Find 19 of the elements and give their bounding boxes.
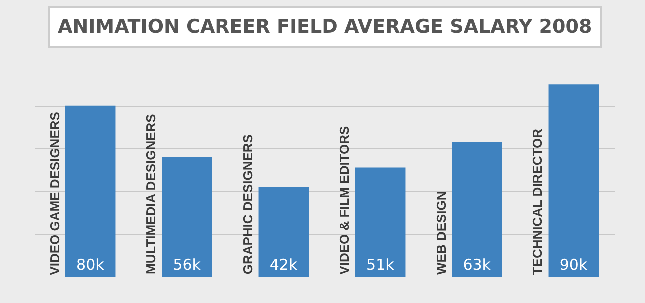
bar <box>65 106 116 277</box>
data-label: 51k <box>366 256 395 274</box>
data-label: 63k <box>463 256 492 274</box>
bar <box>548 84 600 277</box>
x-tick-label: VIDEO & FILM EDITORS <box>336 126 352 275</box>
bar <box>452 142 502 277</box>
chart-title: ANIMATION CAREER FIELD AVERAGE SALARY 2008 <box>58 16 592 38</box>
data-label: 42k <box>270 256 298 274</box>
bar <box>355 168 406 277</box>
bar <box>162 157 212 277</box>
x-tick-label: MULTIMEDIA DESIGNERS <box>144 114 158 274</box>
bar <box>258 186 310 277</box>
x-tick-label: GRAPHIC DESIGNERS <box>240 134 256 275</box>
data-label: 56k <box>173 256 202 274</box>
x-tick-label: VIDEO GAME DESIGNERS <box>47 112 62 276</box>
data-label: 80k <box>76 256 105 274</box>
x-tick-label: TECHNICAL DIRECTOR <box>530 128 546 276</box>
data-label: 90k <box>560 256 588 274</box>
x-tick-label: WEB DESIGN <box>434 191 449 275</box>
